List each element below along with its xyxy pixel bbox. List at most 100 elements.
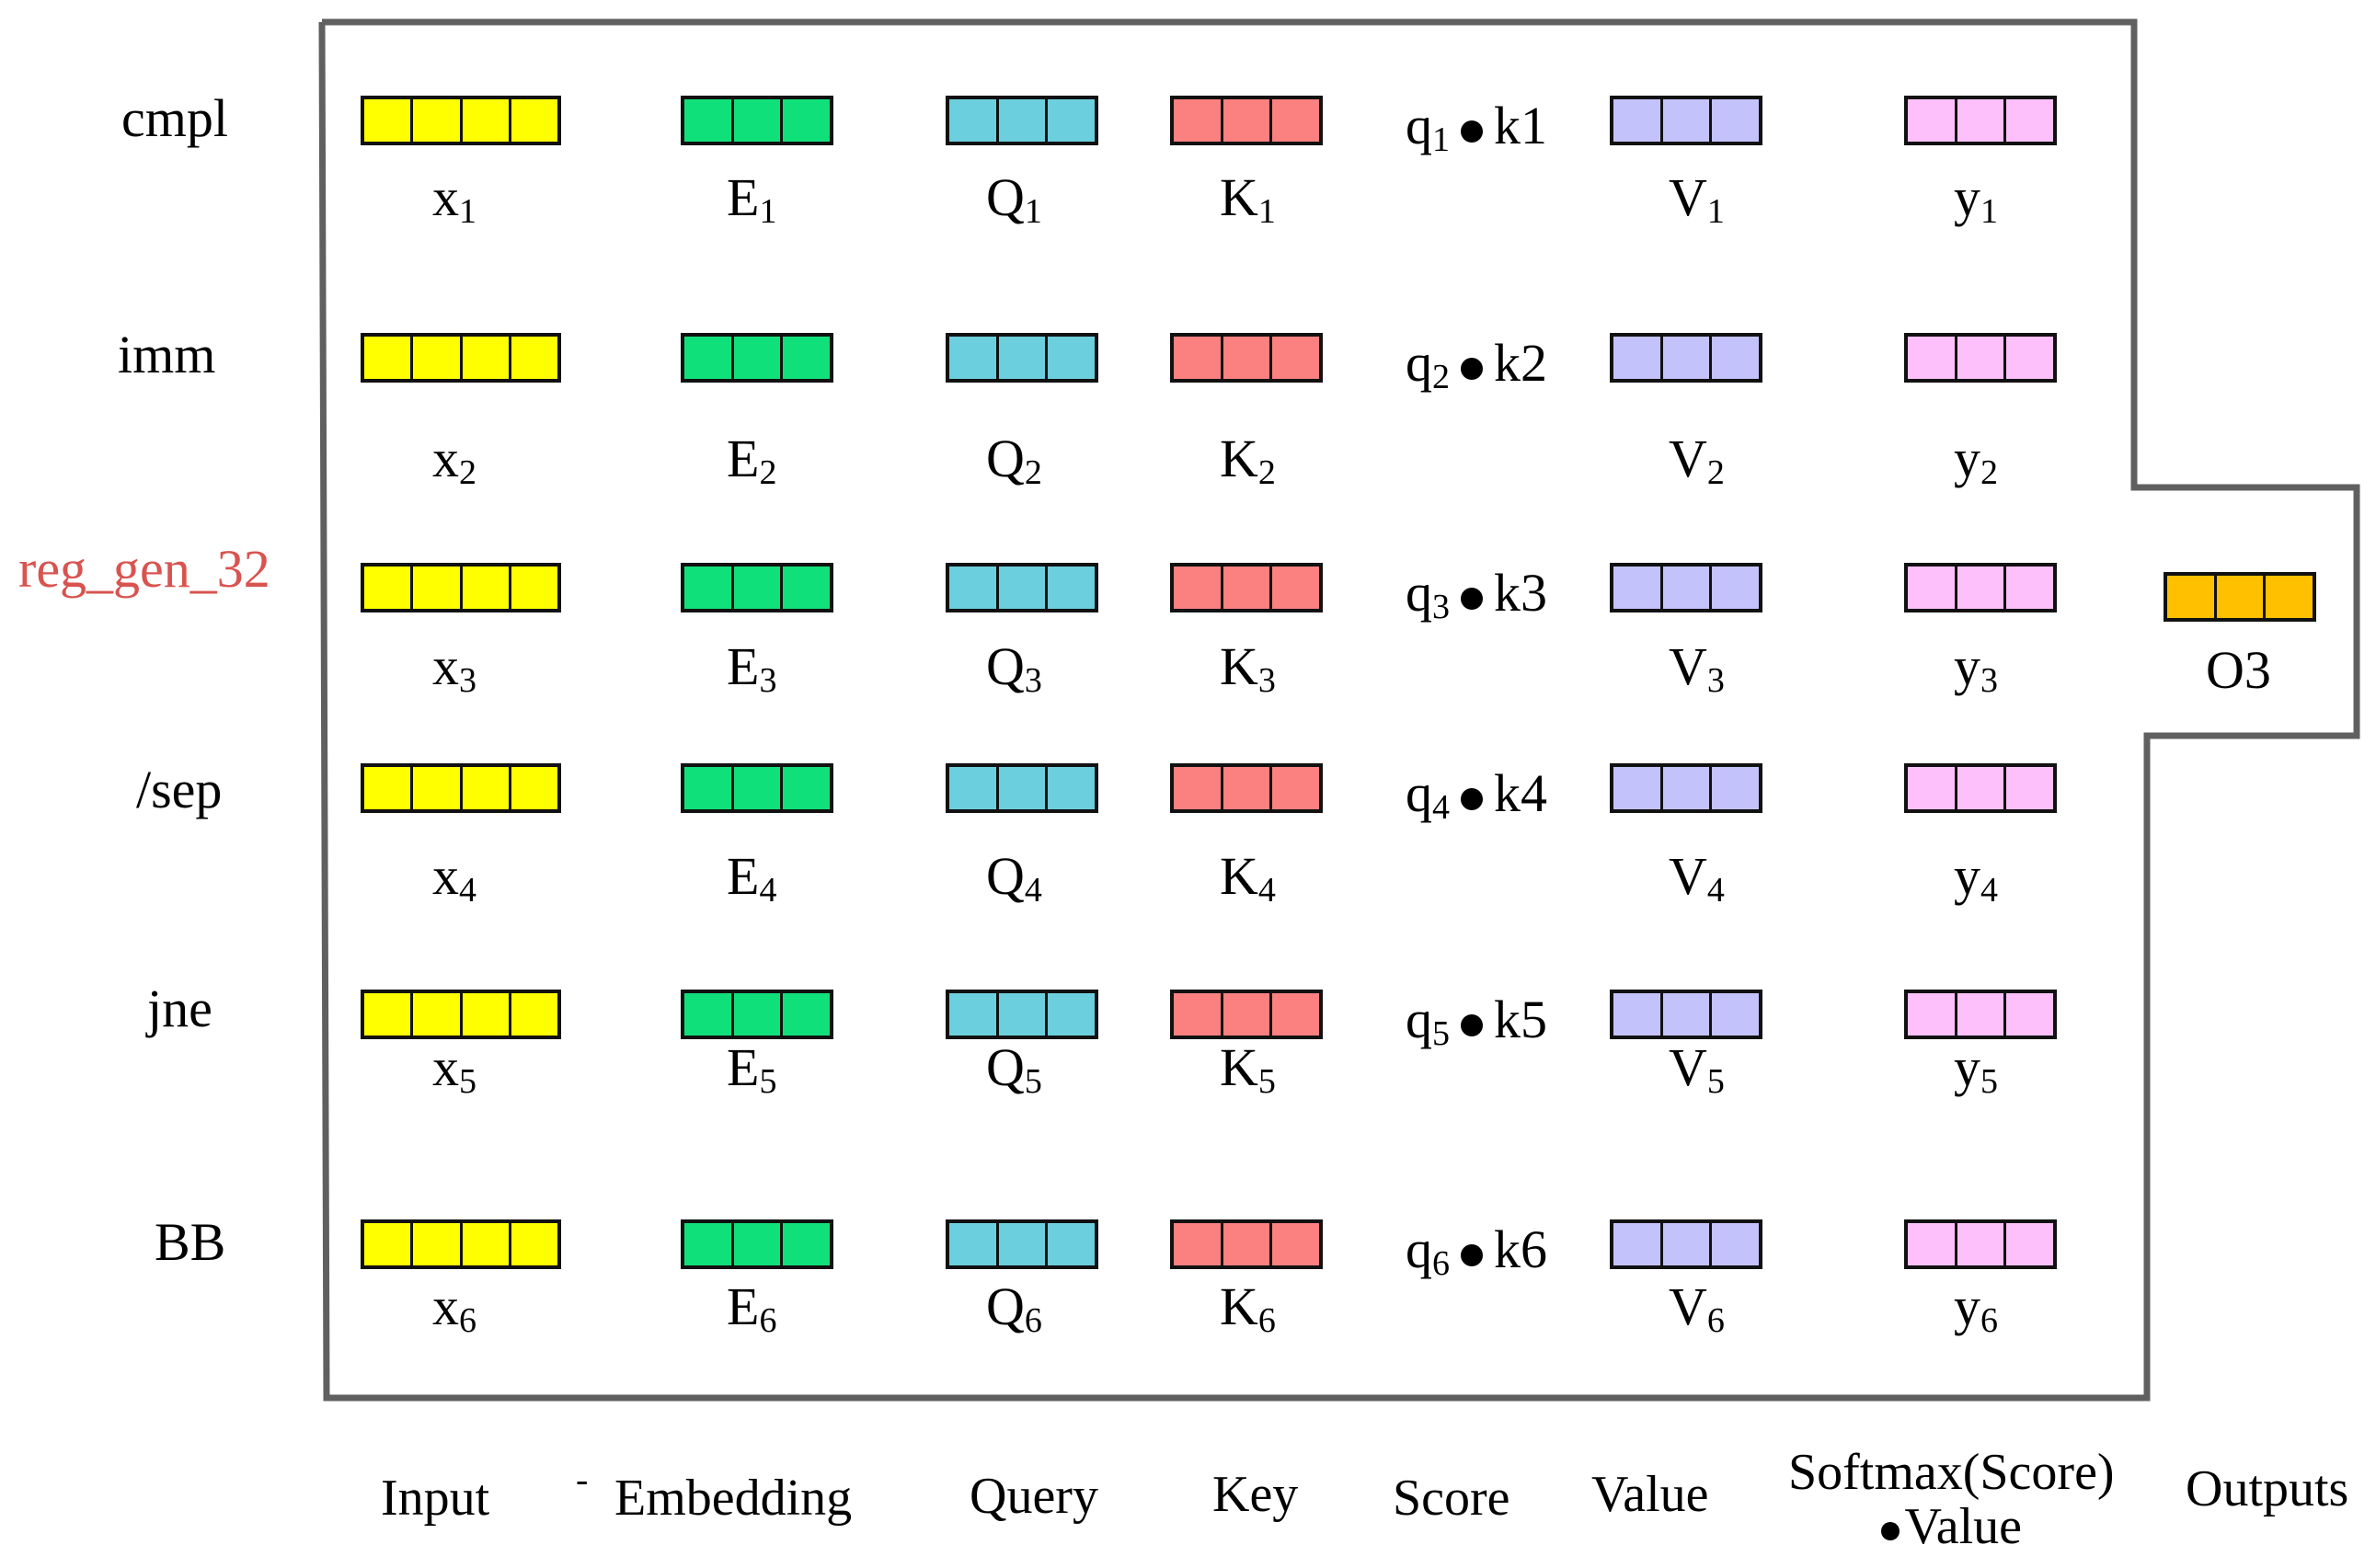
embedding-vector bbox=[681, 763, 833, 813]
softmax-vector bbox=[1904, 563, 2057, 612]
query-vector bbox=[946, 1219, 1098, 1269]
query-label: Q4 bbox=[986, 846, 1042, 910]
vector-cell bbox=[783, 993, 830, 1036]
vector-cell bbox=[684, 767, 734, 809]
vector-cell bbox=[949, 99, 999, 142]
embedding-vector bbox=[681, 96, 833, 145]
vector-cell bbox=[1048, 567, 1095, 609]
embedding-vector bbox=[681, 1219, 833, 1269]
vector-cell bbox=[999, 337, 1049, 379]
column-softmax: Softmax(Score) Value bbox=[1788, 1446, 2115, 1554]
vector-cell bbox=[684, 993, 734, 1036]
input-label: x1 bbox=[432, 167, 476, 231]
key-label: K2 bbox=[1220, 429, 1276, 492]
query-vector bbox=[946, 763, 1098, 813]
softmax-label: y5 bbox=[1954, 1037, 1998, 1101]
vector-cell bbox=[949, 1223, 999, 1265]
vector-cell bbox=[1223, 99, 1273, 142]
vector-cell bbox=[1957, 1223, 2007, 1265]
vector-cell bbox=[1613, 767, 1663, 809]
vector-cell bbox=[1712, 1223, 1759, 1265]
frame-outline bbox=[318, 18, 2360, 1402]
vector-cell bbox=[511, 1223, 557, 1265]
score-label: q3 k3 bbox=[1406, 563, 1547, 626]
vector-cell bbox=[1174, 767, 1223, 809]
column-outputs: Outputs bbox=[2186, 1460, 2349, 1517]
vector-cell bbox=[999, 767, 1049, 809]
softmax-label: y1 bbox=[1954, 167, 1998, 231]
query-vector bbox=[946, 96, 1098, 145]
vector-cell bbox=[1613, 1223, 1663, 1265]
value-vector bbox=[1610, 1219, 1762, 1269]
embedding-label: E6 bbox=[727, 1276, 777, 1340]
value-label: V3 bbox=[1669, 636, 1725, 700]
vector-cell bbox=[2217, 576, 2267, 618]
vector-cell bbox=[1957, 567, 2007, 609]
vector-cell bbox=[1908, 767, 1957, 809]
vector-cell bbox=[413, 993, 463, 1036]
key-vector bbox=[1170, 763, 1323, 813]
vector-cell bbox=[1174, 993, 1223, 1036]
vector-cell bbox=[1908, 337, 1957, 379]
vector-cell bbox=[2006, 767, 2053, 809]
vector-cell bbox=[463, 767, 511, 809]
softmax-vector bbox=[1904, 1219, 2057, 1269]
vector-cell bbox=[1663, 99, 1713, 142]
embedding-label: E3 bbox=[727, 636, 777, 700]
key-vector bbox=[1170, 990, 1323, 1039]
embedding-label: E2 bbox=[727, 429, 777, 492]
vector-cell bbox=[1957, 993, 2007, 1036]
input-label: x4 bbox=[432, 846, 476, 910]
vector-cell bbox=[734, 567, 784, 609]
vector-cell bbox=[1223, 567, 1273, 609]
vector-cell bbox=[413, 767, 463, 809]
vector-cell bbox=[413, 337, 463, 379]
query-label: Q5 bbox=[986, 1037, 1042, 1101]
vector-cell bbox=[734, 767, 784, 809]
vector-cell bbox=[1174, 1223, 1223, 1265]
value-label: V4 bbox=[1669, 846, 1725, 910]
vector-cell bbox=[1663, 567, 1713, 609]
column-key: Key bbox=[1212, 1466, 1299, 1523]
dot-product-icon bbox=[1461, 120, 1483, 143]
vector-cell bbox=[1272, 1223, 1319, 1265]
vector-cell bbox=[1272, 99, 1319, 142]
vector-cell bbox=[2006, 993, 2053, 1036]
softmax-label: y6 bbox=[1954, 1276, 1998, 1340]
input-label: x5 bbox=[432, 1037, 476, 1101]
vector-cell bbox=[1712, 337, 1759, 379]
vector-cell bbox=[783, 99, 830, 142]
vector-cell bbox=[1908, 567, 1957, 609]
vector-cell bbox=[684, 99, 734, 142]
input-vector bbox=[361, 763, 561, 813]
column-score: Score bbox=[1393, 1470, 1510, 1527]
value-label: V1 bbox=[1669, 167, 1725, 231]
vector-cell bbox=[734, 99, 784, 142]
vector-cell bbox=[2006, 1223, 2053, 1265]
column-query: Query bbox=[970, 1468, 1098, 1525]
input-label: x2 bbox=[432, 429, 476, 492]
vector-cell bbox=[413, 99, 463, 142]
vector-cell bbox=[1712, 99, 1759, 142]
vector-cell bbox=[1663, 993, 1713, 1036]
dot-product-icon bbox=[1461, 787, 1483, 810]
vector-cell bbox=[2006, 99, 2053, 142]
vector-cell bbox=[1613, 337, 1663, 379]
key-label: K5 bbox=[1220, 1037, 1276, 1101]
input-label: x6 bbox=[432, 1276, 476, 1340]
vector-cell bbox=[1174, 99, 1223, 142]
vector-cell bbox=[511, 567, 557, 609]
key-vector bbox=[1170, 563, 1323, 612]
softmax-vector bbox=[1904, 763, 2057, 813]
vector-cell bbox=[1048, 993, 1095, 1036]
vector-cell bbox=[364, 1223, 414, 1265]
value-vector bbox=[1610, 990, 1762, 1039]
vector-cell bbox=[949, 767, 999, 809]
dot-product-icon bbox=[1461, 357, 1483, 380]
query-label: Q2 bbox=[986, 429, 1042, 492]
vector-cell bbox=[783, 567, 830, 609]
vector-cell bbox=[364, 767, 414, 809]
embedding-label: E1 bbox=[727, 167, 777, 231]
vector-cell bbox=[1174, 567, 1223, 609]
